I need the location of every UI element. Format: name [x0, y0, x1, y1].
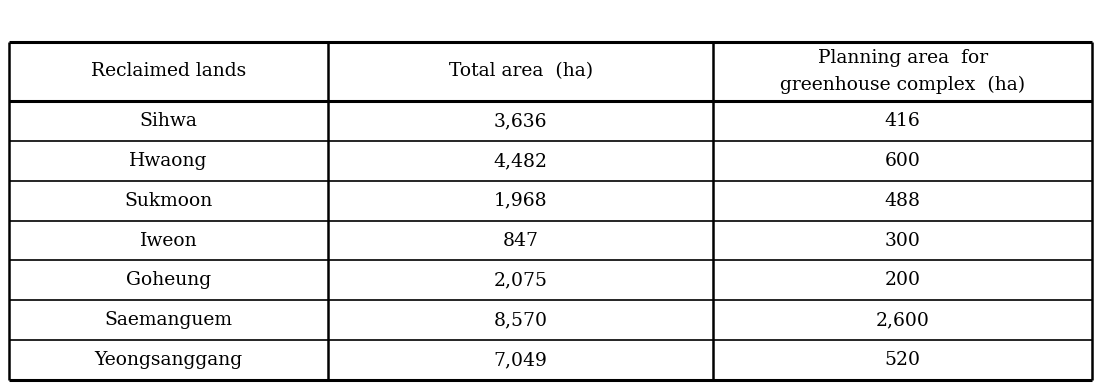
Text: 847: 847: [503, 232, 538, 249]
Text: Sukmoon: Sukmoon: [124, 192, 212, 210]
Text: 300: 300: [885, 232, 920, 249]
Text: Goheung: Goheung: [126, 272, 211, 289]
Text: 3,636: 3,636: [494, 112, 547, 130]
Text: 520: 520: [884, 351, 920, 369]
Text: Hwaong: Hwaong: [130, 152, 208, 170]
Text: 488: 488: [884, 192, 920, 210]
Text: 7,049: 7,049: [493, 351, 547, 369]
Text: 4,482: 4,482: [493, 152, 547, 170]
Text: Sihwa: Sihwa: [140, 112, 197, 130]
Text: Total area  (ha): Total area (ha): [448, 62, 592, 80]
Text: 2,075: 2,075: [493, 272, 547, 289]
Text: 600: 600: [885, 152, 920, 170]
Text: Yeongsanggang: Yeongsanggang: [95, 351, 242, 369]
Text: Planning area  for
greenhouse complex  (ha): Planning area for greenhouse complex (ha…: [780, 49, 1025, 94]
Text: Iweon: Iweon: [140, 232, 197, 249]
Text: Saemanguem: Saemanguem: [105, 311, 232, 329]
Text: Reclaimed lands: Reclaimed lands: [91, 62, 247, 80]
Text: 1,968: 1,968: [494, 192, 547, 210]
Text: 8,570: 8,570: [493, 311, 547, 329]
Text: 2,600: 2,600: [875, 311, 929, 329]
Text: 416: 416: [885, 112, 920, 130]
Text: 200: 200: [884, 272, 920, 289]
